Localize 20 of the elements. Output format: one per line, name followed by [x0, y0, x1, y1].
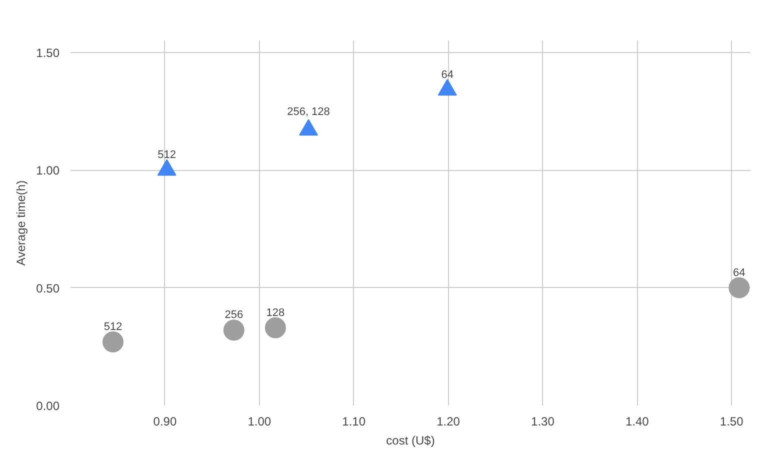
annotation: 256, 128: [287, 106, 330, 118]
x-tick-label: 1.10: [342, 414, 366, 428]
x-tick-label: 1.30: [531, 414, 555, 428]
annotation: 64: [441, 68, 454, 81]
y-tick-label: 1.50: [36, 46, 60, 60]
x-tick-label: 0.90: [153, 414, 177, 428]
x-axis-title: cost (U$): [386, 434, 435, 448]
x-tick-label: 1.40: [625, 414, 650, 428]
x-tick-label: 1.00: [248, 414, 272, 428]
annotation: 128: [266, 306, 285, 319]
y-tick-label: 0.00: [36, 399, 60, 413]
annotation: 512: [158, 149, 176, 162]
annotation: 64: [733, 266, 746, 279]
annotation: 512: [104, 320, 122, 333]
x-tick-label: 1.50: [720, 414, 744, 428]
y-axis-title: Average time(h): [14, 180, 28, 266]
x-tick-label: 1.20: [436, 414, 460, 428]
y-tick-label: 1.00: [36, 164, 60, 178]
y-tick-label: 0.50: [36, 281, 60, 296]
annotation: 256: [224, 309, 244, 322]
